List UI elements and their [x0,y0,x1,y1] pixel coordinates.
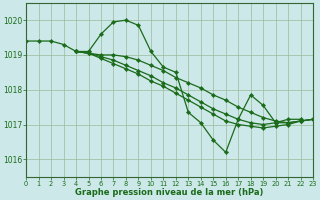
X-axis label: Graphe pression niveau de la mer (hPa): Graphe pression niveau de la mer (hPa) [76,188,264,197]
